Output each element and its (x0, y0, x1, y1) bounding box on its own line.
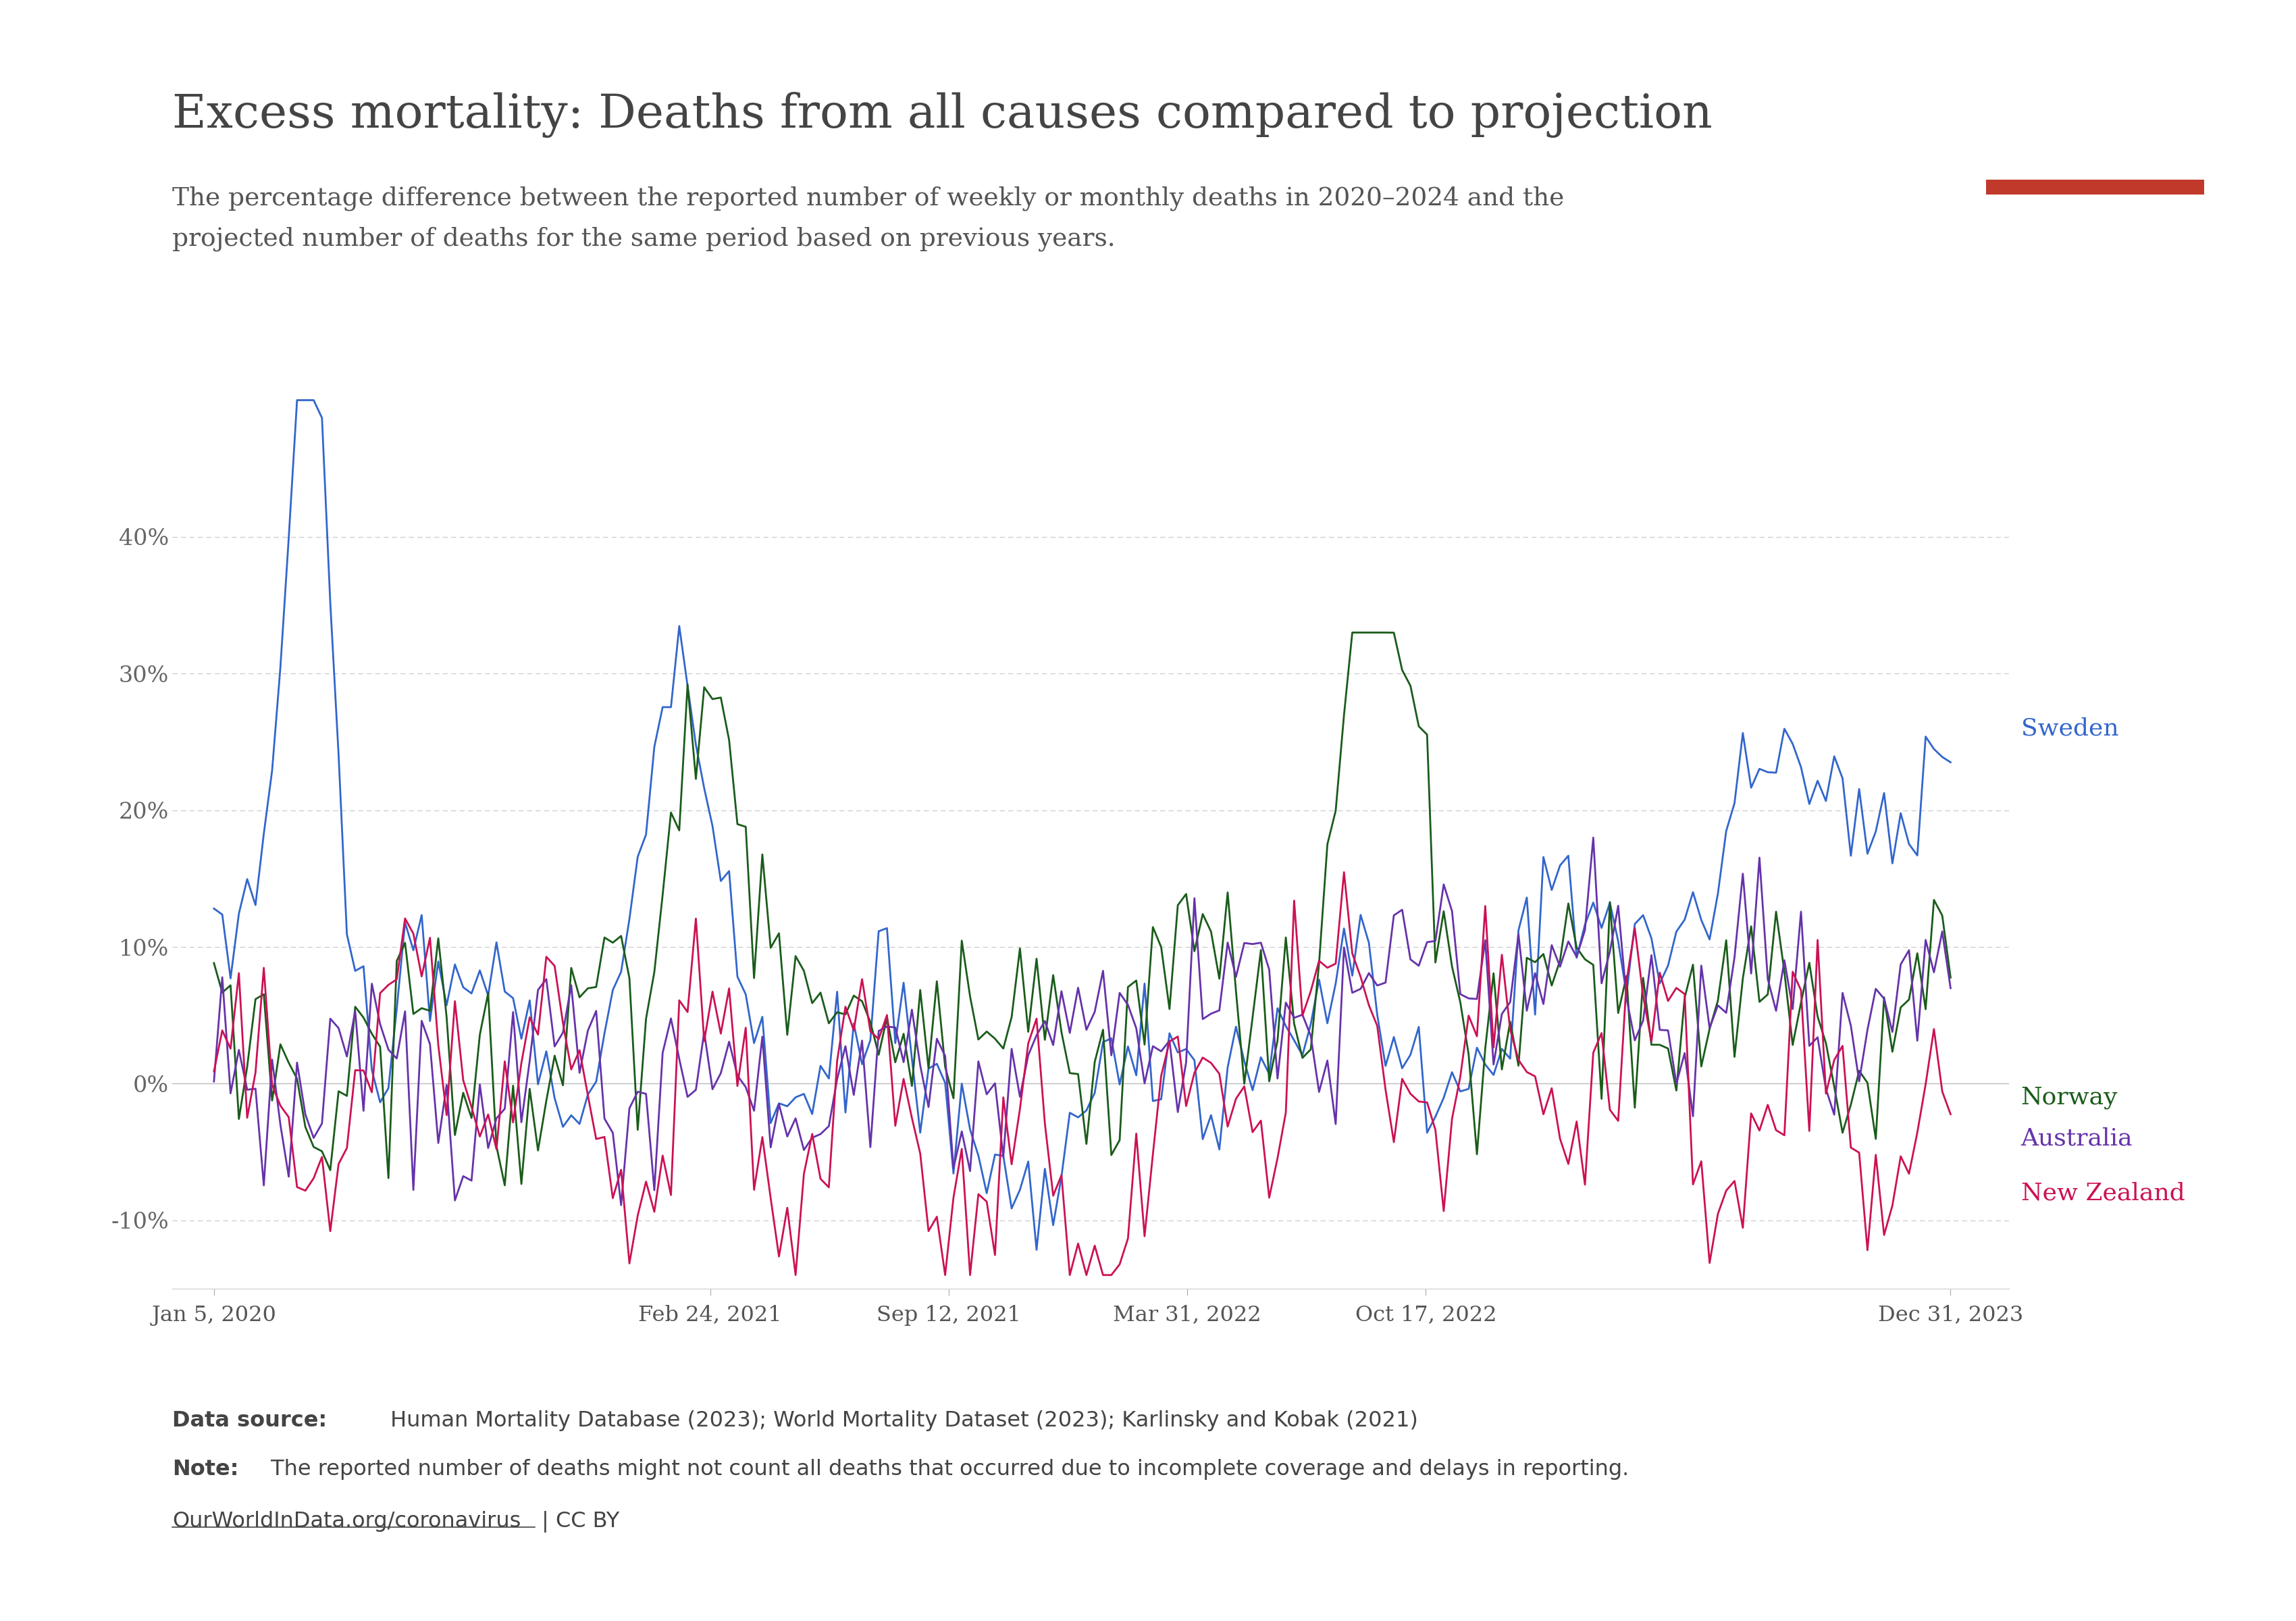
Text: | CC BY: | CC BY (535, 1511, 620, 1532)
Text: Norway: Norway (2020, 1086, 2117, 1109)
Text: Note:: Note: (172, 1459, 239, 1480)
Text: Our World: Our World (2041, 86, 2149, 105)
Text: Australia: Australia (2020, 1127, 2133, 1149)
Text: Data source:: Data source: (172, 1410, 326, 1431)
Text: Excess mortality: Deaths from all causes compared to projection: Excess mortality: Deaths from all causes… (172, 92, 1713, 138)
Text: New Zealand: New Zealand (2020, 1182, 2186, 1204)
Text: The percentage difference between the reported number of weekly or monthly death: The percentage difference between the re… (172, 186, 1564, 211)
Text: Sweden: Sweden (2020, 716, 2119, 739)
Text: projected number of deaths for the same period based on previous years.: projected number of deaths for the same … (172, 227, 1116, 251)
Text: Human Mortality Database (2023); World Mortality Dataset (2023); Karlinsky and K: Human Mortality Database (2023); World M… (383, 1410, 1419, 1431)
Text: in Data: in Data (2057, 135, 2133, 152)
Bar (1986, 180, 2204, 195)
Text: The reported number of deaths might not count all deaths that occurred due to in: The reported number of deaths might not … (264, 1459, 1628, 1480)
Text: OurWorldInData.org/coronavirus: OurWorldInData.org/coronavirus (172, 1511, 521, 1532)
